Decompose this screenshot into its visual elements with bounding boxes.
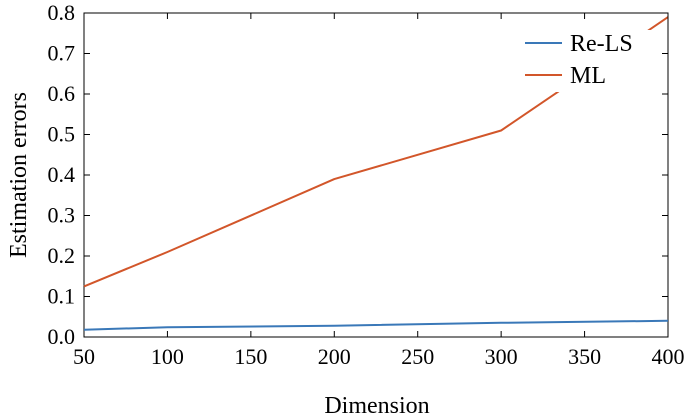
series-layer <box>83 16 669 331</box>
y-tick-label: 0.8 <box>48 0 76 25</box>
y-tick-label: 0.6 <box>48 81 76 106</box>
x-tick-label: 300 <box>485 344 518 369</box>
y-tick-label: 0.7 <box>48 41 76 66</box>
x-tick-label: 150 <box>234 344 267 369</box>
x-tick-label: 50 <box>73 344 95 369</box>
ticks-layer: 50 100 150 200 250 300 350 400 0.0 0.1 0.2 0.3 0.4 0.… <box>48 0 685 369</box>
y-axis-label: Estimation errors <box>6 92 32 258</box>
x-tick-label: 200 <box>318 344 351 369</box>
y-tick-label: 0.0 <box>48 324 76 349</box>
x-tick-label: 100 <box>151 344 184 369</box>
y-tick-label: 0.1 <box>48 284 76 309</box>
legend-background <box>520 30 652 92</box>
x-tick-label: 350 <box>568 344 601 369</box>
x-tick-label: 400 <box>652 344 685 369</box>
legend-label: Re-LS <box>570 31 633 57</box>
y-tick-label: 0.4 <box>48 162 76 187</box>
series-line-re-ls <box>83 319 669 331</box>
x-axis-label: Dimension <box>324 393 429 415</box>
legend: Re-LS ML <box>520 30 652 92</box>
y-tick-label: 0.5 <box>48 122 76 147</box>
y-tick-label: 0.3 <box>48 203 76 228</box>
series-line-ml <box>83 16 669 288</box>
axis-labels: Dimension Estimation errors <box>6 92 430 415</box>
legend-label: ML <box>570 63 606 89</box>
y-tick-label: 0.2 <box>48 243 76 268</box>
x-tick-label: 250 <box>401 344 434 369</box>
